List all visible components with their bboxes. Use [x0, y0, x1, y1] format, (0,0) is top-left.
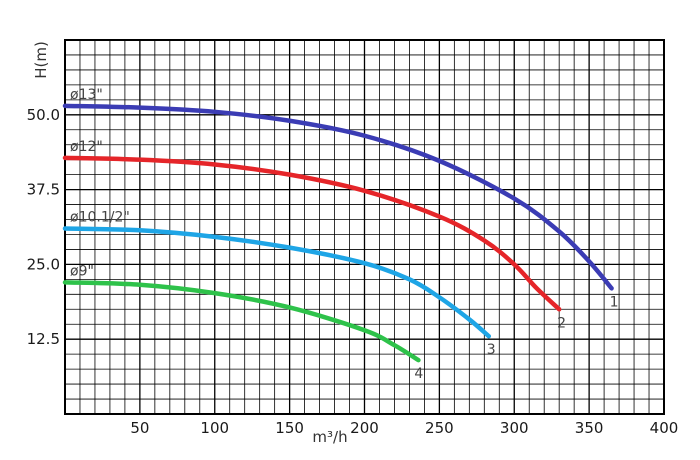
y-tick-label: 37.5 — [27, 181, 60, 199]
x-tick-label: 250 — [425, 419, 454, 437]
x-tick-label: 350 — [575, 419, 604, 437]
series-line-1 — [62, 103, 614, 291]
tick-labels: 50 100 150 200 250 300 350 400 12.5 25.0 37.5 50.0 — [27, 106, 679, 437]
x-tick-label: 400 — [650, 419, 679, 437]
x-tick-label: 100 — [200, 419, 229, 437]
y-axis-label: H(m) — [32, 41, 50, 79]
x-tick-label: 50 — [130, 419, 149, 437]
x-tick-label: 300 — [500, 419, 529, 437]
y-tick-label: 25.0 — [27, 255, 60, 273]
series-label-1: ø13" — [70, 87, 103, 103]
x-tick-label: 200 — [350, 419, 379, 437]
x-tick-label: 150 — [275, 419, 304, 437]
series-line-2 — [62, 155, 562, 312]
grid — [65, 40, 664, 414]
series-label-3: ø10.1/2" — [70, 209, 130, 225]
series-end-label-1: 1 — [610, 294, 619, 310]
series-label-4: ø9" — [70, 263, 94, 279]
y-tick-label: 50.0 — [27, 106, 60, 124]
series-line-4 — [62, 280, 421, 363]
series-label-2: ø12" — [70, 139, 103, 155]
series-line-3 — [62, 226, 492, 339]
series-end-label-2: 2 — [557, 315, 566, 331]
x-axis-label: m³/h — [312, 428, 347, 446]
series-end-label-4: 4 — [414, 366, 423, 382]
series-end-label-3: 3 — [487, 342, 496, 358]
y-tick-label: 12.5 — [27, 330, 60, 348]
series-group: ø13" 1 ø12" 2 ø10.1/2" 3 ø9" 4 — [62, 87, 619, 382]
